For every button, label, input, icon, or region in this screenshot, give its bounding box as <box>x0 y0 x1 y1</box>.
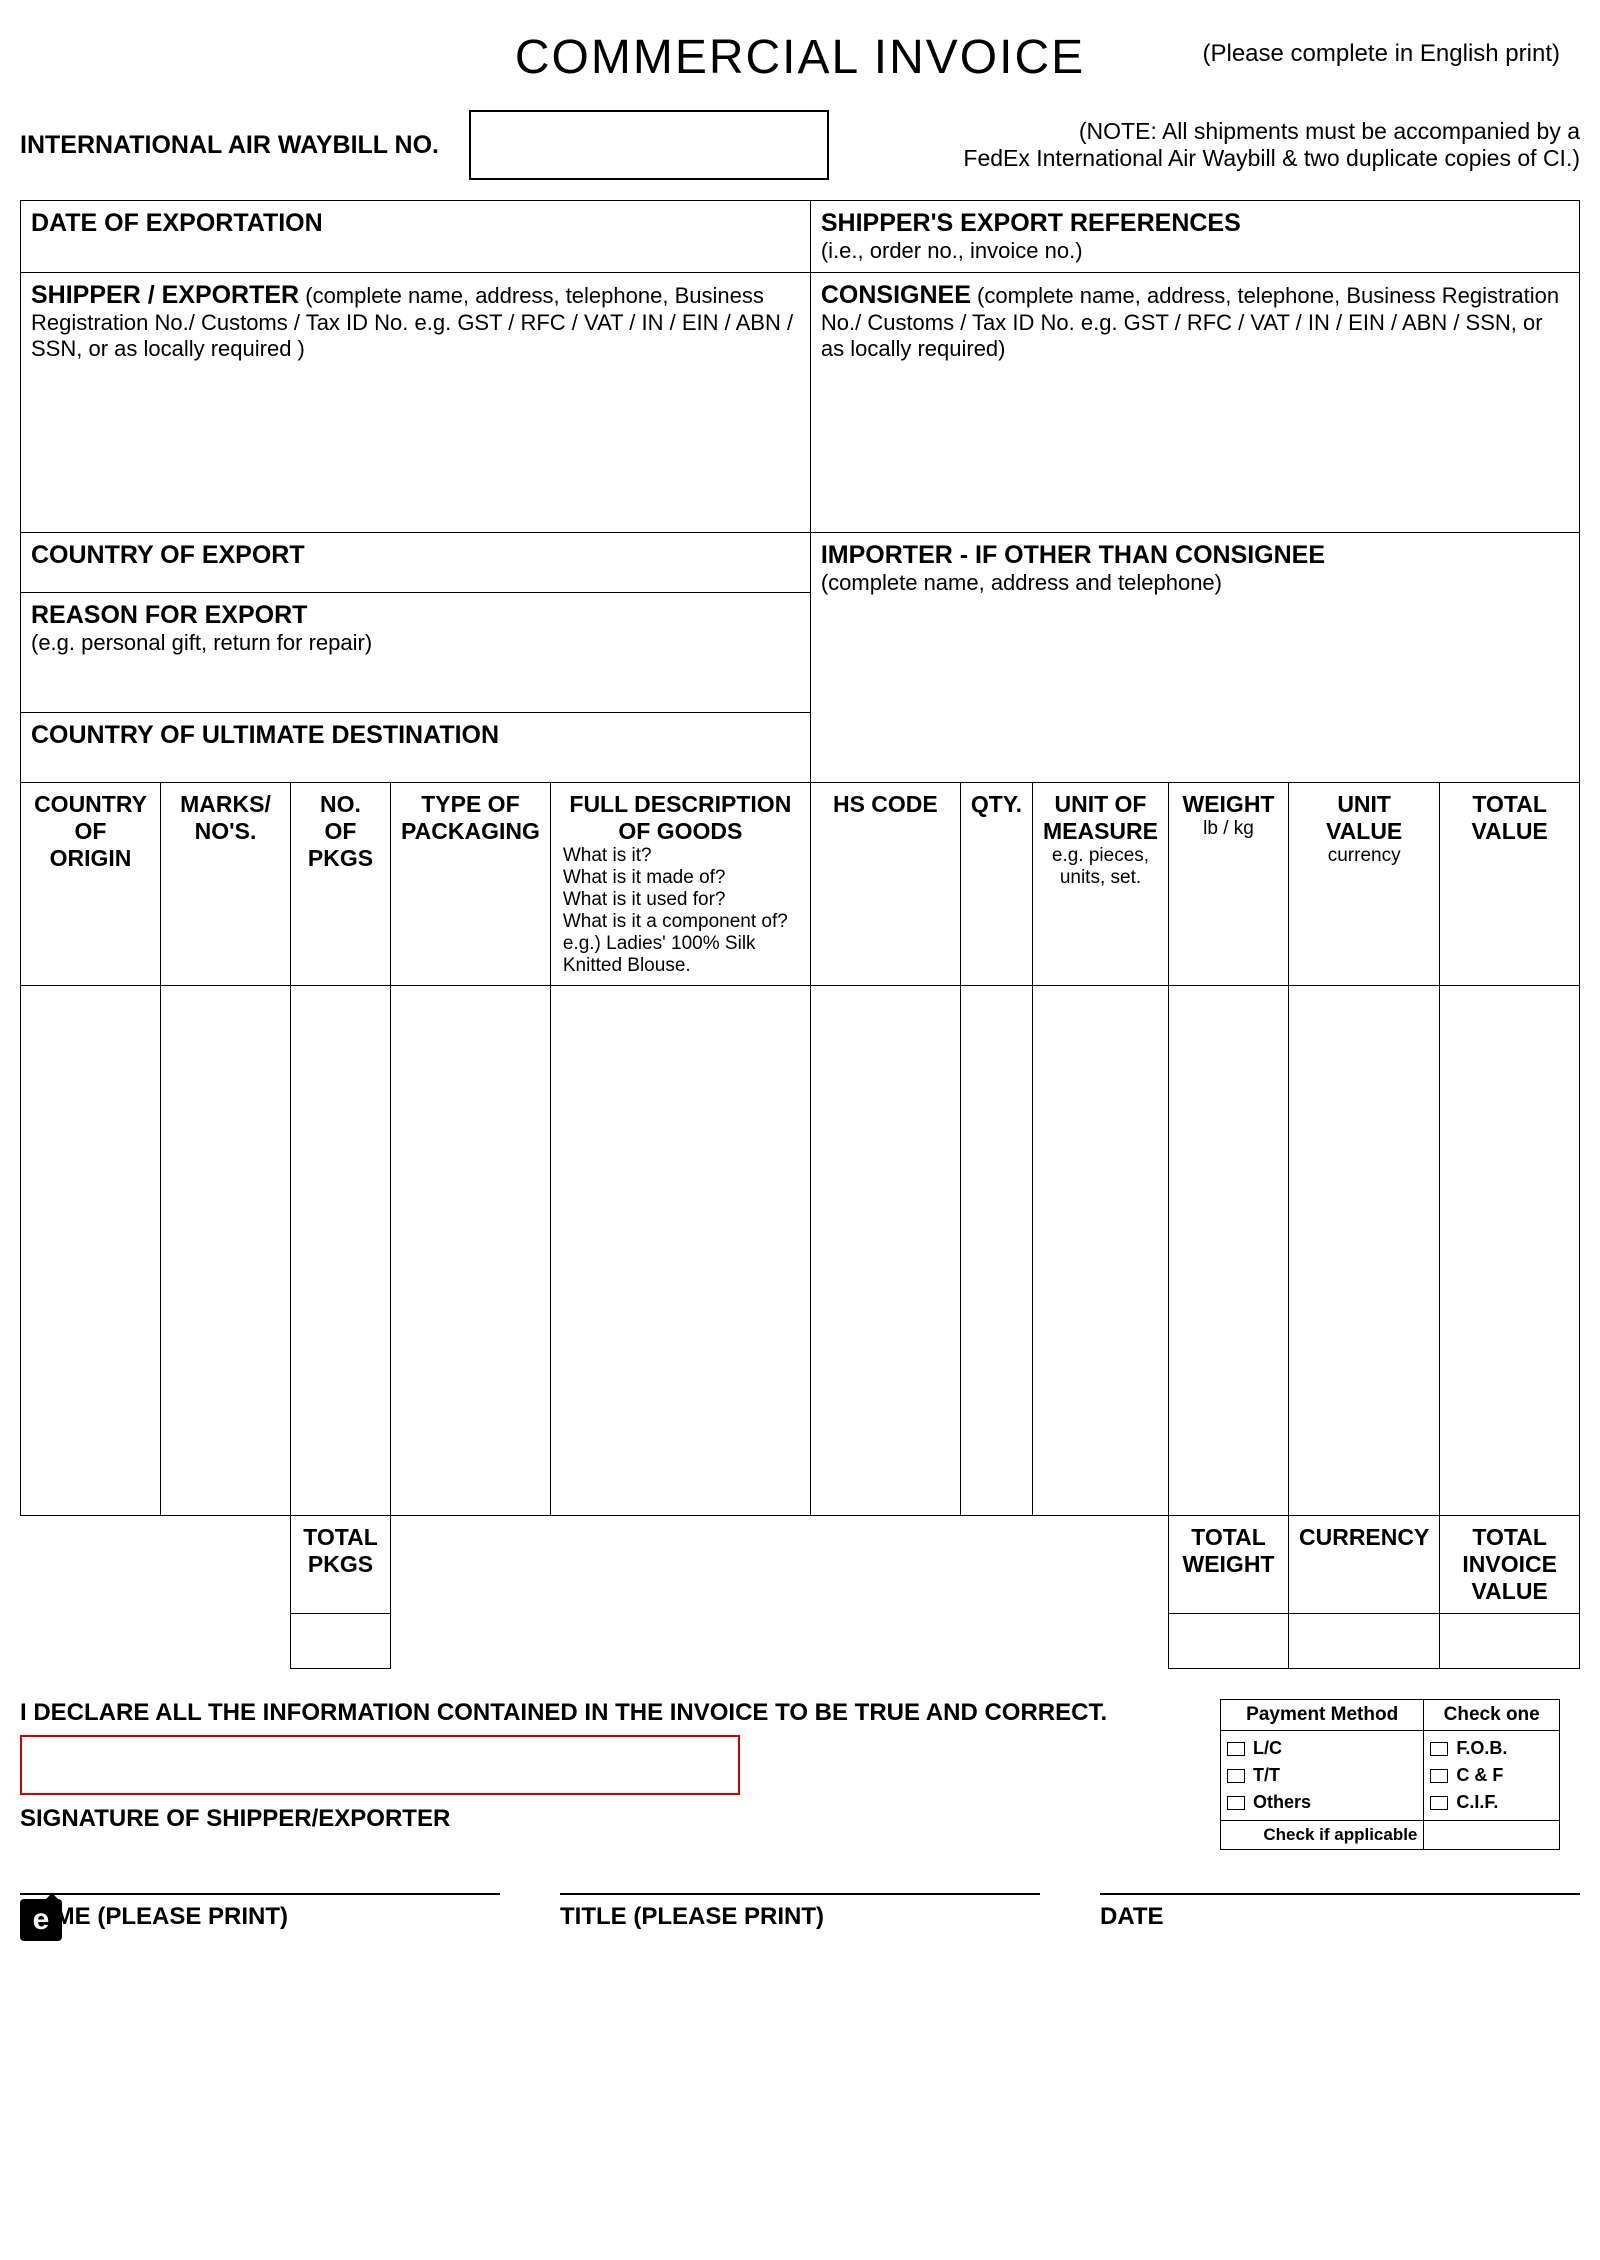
shipper-export-ref-label: SHIPPER'S EXPORT REFERENCES <box>821 209 1241 237</box>
reason-export-label: REASON FOR EXPORT <box>31 601 307 629</box>
checkbox-fob[interactable] <box>1430 1742 1448 1756</box>
col-full-desc: FULL DESCRIPTION OF GOODS What is it? Wh… <box>550 783 810 986</box>
waybill-input[interactable] <box>469 110 829 180</box>
date-label: DATE <box>1100 1893 1580 1931</box>
check-applicable-label: Check if applicable <box>1221 1821 1424 1850</box>
payment-method-header: Payment Method <box>1221 1700 1424 1731</box>
checkbox-lc[interactable] <box>1227 1742 1245 1756</box>
total-invoice-value-label: TOTAL INVOICE VALUE <box>1440 1516 1580 1614</box>
total-invoice-value[interactable] <box>1440 1614 1580 1669</box>
col-country-origin: COUNTRY OF ORIGIN <box>21 783 161 986</box>
reason-export-sub: (e.g. personal gift, return for repair) <box>31 630 372 655</box>
col-unit-value: UNIT VALUE currency <box>1288 783 1439 986</box>
importer-label: IMPORTER - IF OTHER THAN CONSIGNEE <box>821 541 1325 569</box>
total-pkgs-label: TOTAL PKGS <box>291 1516 391 1614</box>
table-row[interactable] <box>21 986 1580 1516</box>
waybill-note: (NOTE: All shipments must be accompanied… <box>829 118 1580 172</box>
checkbox-others[interactable] <box>1227 1796 1245 1810</box>
country-ultimate-label: COUNTRY OF ULTIMATE DESTINATION <box>31 721 499 749</box>
checkbox-cif[interactable] <box>1430 1796 1448 1810</box>
check-one-header: Check one <box>1424 1700 1560 1731</box>
eforms-logo-icon: e <box>20 1899 62 1941</box>
name-print-label: NAME (PLEASE PRINT) <box>20 1893 500 1931</box>
date-exportation-label: DATE OF EXPORTATION <box>31 209 323 237</box>
currency-value[interactable] <box>1288 1614 1439 1669</box>
country-export-label: COUNTRY OF EXPORT <box>31 541 305 569</box>
col-weight: WEIGHT lb / kg <box>1168 783 1288 986</box>
shipper-export-ref-sub: (i.e., order no., invoice no.) <box>821 238 1083 263</box>
currency-label: CURRENCY <box>1288 1516 1439 1614</box>
col-qty: QTY. <box>960 783 1032 986</box>
col-type-packaging: TYPE OF PACKAGING <box>391 783 551 986</box>
col-no-pkgs: NO. OF PKGS <box>291 783 391 986</box>
signature-box[interactable] <box>20 1735 740 1795</box>
please-complete-note: (Please complete in English print) <box>1202 40 1560 68</box>
col-marks-nos: MARKS/ NO'S. <box>161 783 291 986</box>
title-print-label: TITLE (PLEASE PRINT) <box>560 1893 1040 1931</box>
total-weight-value[interactable] <box>1168 1614 1288 1669</box>
total-weight-label: TOTAL WEIGHT <box>1168 1516 1288 1614</box>
checkbox-tt[interactable] <box>1227 1769 1245 1783</box>
col-total-value: TOTAL VALUE <box>1440 783 1580 986</box>
shipper-exporter-label: SHIPPER / EXPORTER <box>31 281 299 309</box>
total-pkgs-value[interactable] <box>291 1614 391 1669</box>
checkbox-cf[interactable] <box>1430 1769 1448 1783</box>
waybill-label: INTERNATIONAL AIR WAYBILL NO. <box>20 131 439 160</box>
consignee-label: CONSIGNEE <box>821 281 971 309</box>
invoice-form-table: DATE OF EXPORTATION SHIPPER'S EXPORT REF… <box>20 200 1580 1669</box>
importer-sub: (complete name, address and telephone) <box>821 570 1222 595</box>
col-hs-code: HS CODE <box>810 783 960 986</box>
col-unit-measure: UNIT OF MEASURE e.g. pieces, units, set. <box>1032 783 1168 986</box>
payment-method-table: Payment Method Check one L/C T/T Others … <box>1220 1699 1560 1850</box>
